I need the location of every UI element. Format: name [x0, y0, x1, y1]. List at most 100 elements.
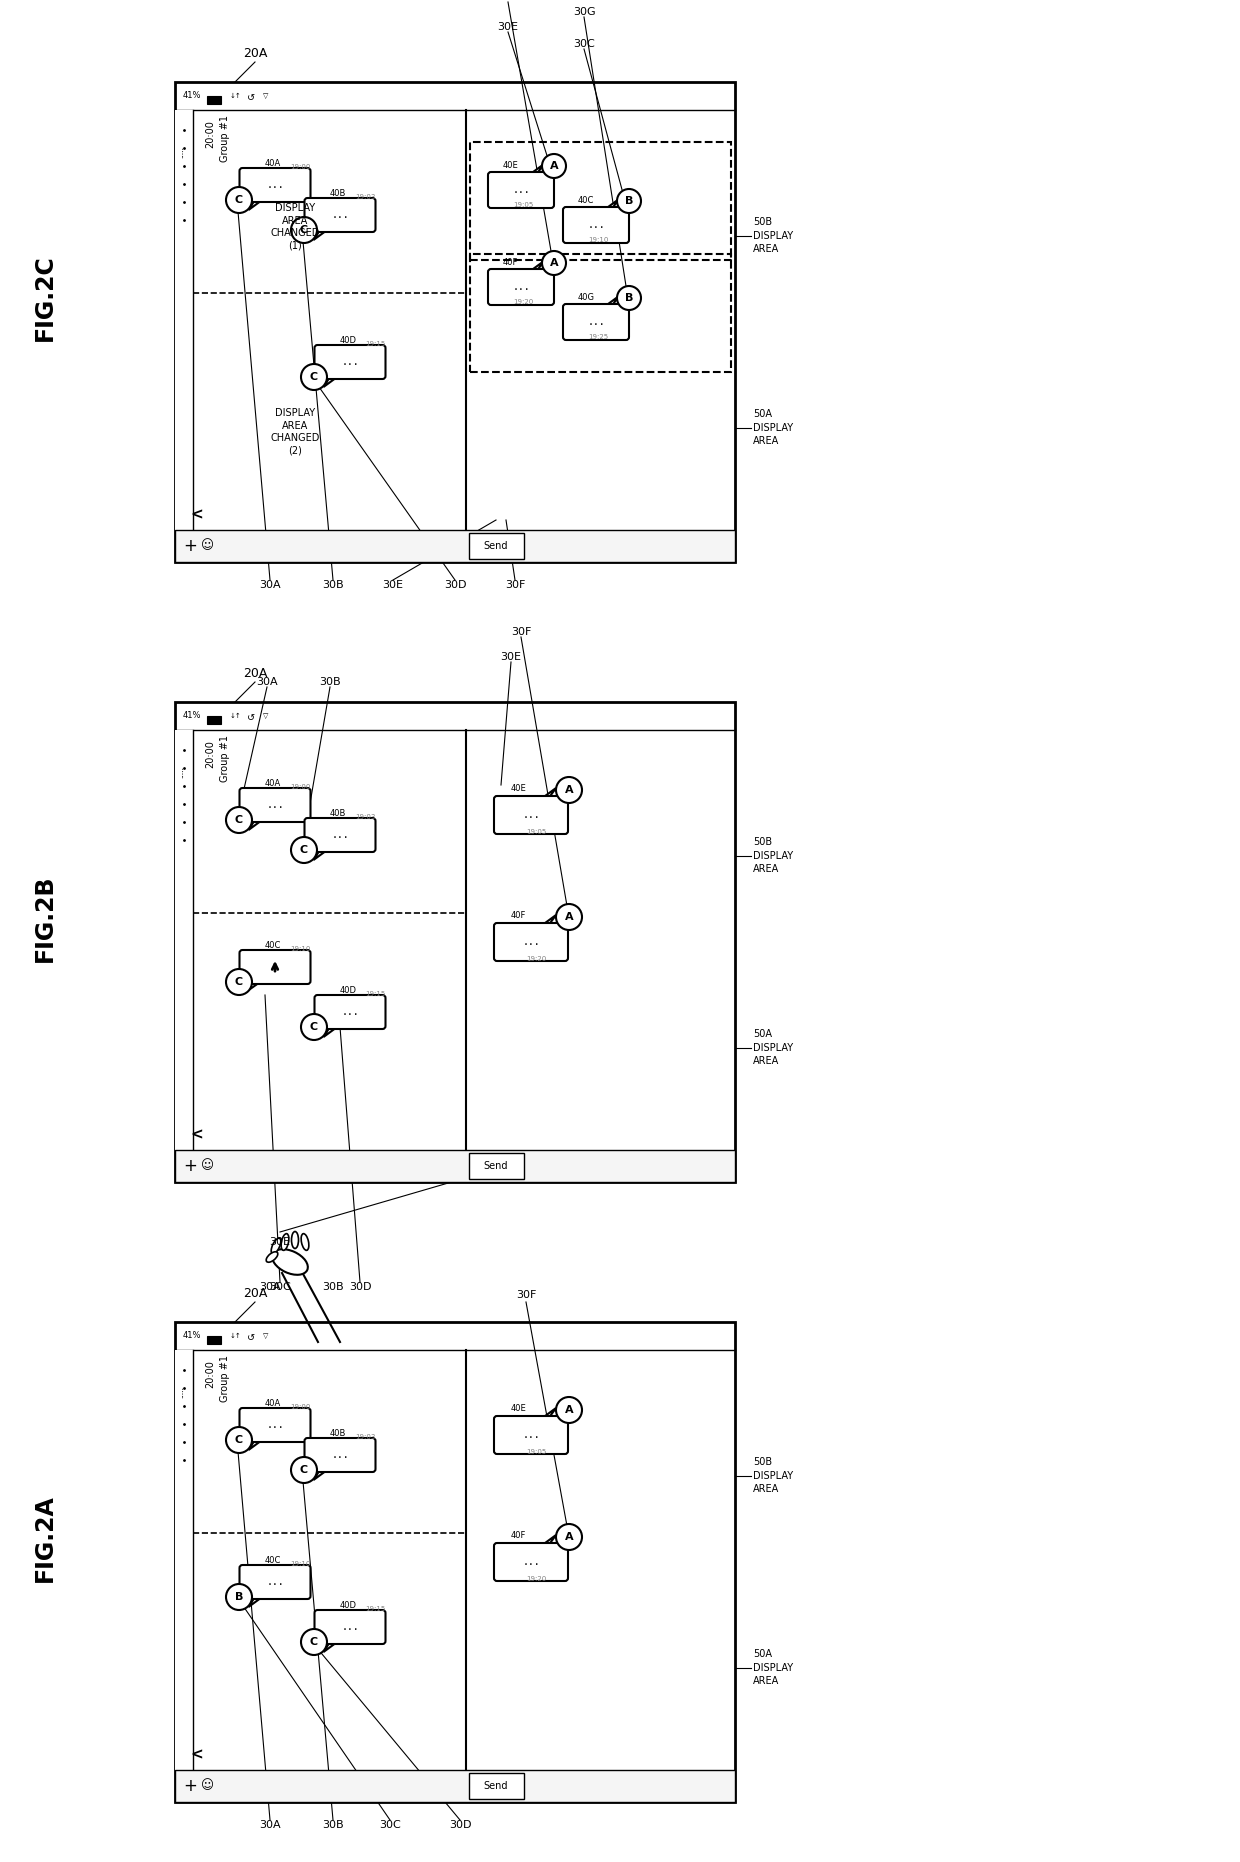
- Text: ☺: ☺: [201, 540, 215, 553]
- Circle shape: [556, 776, 582, 803]
- Text: Group #1: Group #1: [219, 1356, 229, 1402]
- Text: ...: ...: [588, 317, 605, 328]
- Circle shape: [301, 1629, 327, 1655]
- Text: •••••: •••••: [182, 1385, 186, 1398]
- Text: 50A
DISPLAY
AREA: 50A DISPLAY AREA: [753, 410, 794, 445]
- Text: ...: ...: [267, 181, 284, 190]
- Text: 30F: 30F: [505, 579, 526, 590]
- Text: 20A: 20A: [243, 47, 267, 60]
- Circle shape: [291, 838, 317, 862]
- Text: ...: ...: [588, 220, 605, 231]
- Bar: [175, 82, 735, 562]
- Polygon shape: [324, 1640, 339, 1652]
- Text: 30D: 30D: [449, 1819, 471, 1830]
- Polygon shape: [604, 199, 619, 210]
- Text: 20A: 20A: [243, 667, 267, 680]
- Text: 40C: 40C: [578, 196, 594, 205]
- Text: 40G: 40G: [578, 292, 595, 302]
- Text: +: +: [184, 1156, 197, 1175]
- Polygon shape: [541, 788, 556, 799]
- Text: C: C: [234, 196, 243, 205]
- Text: C: C: [310, 1637, 319, 1648]
- Text: 19:05: 19:05: [526, 1449, 547, 1454]
- Text: A: A: [564, 1406, 573, 1415]
- FancyBboxPatch shape: [494, 795, 568, 834]
- Text: A: A: [564, 786, 573, 795]
- Text: ...: ...: [341, 358, 358, 367]
- Polygon shape: [529, 261, 544, 272]
- Bar: [175, 1151, 735, 1182]
- Text: C: C: [234, 1436, 243, 1445]
- Text: ↺: ↺: [247, 93, 255, 102]
- Text: 40D: 40D: [340, 335, 357, 344]
- Text: ...: ...: [522, 1430, 539, 1439]
- Text: Group #1: Group #1: [219, 115, 229, 162]
- Text: 50A
DISPLAY
AREA: 50A DISPLAY AREA: [753, 1650, 794, 1685]
- Text: 19:20: 19:20: [513, 300, 533, 305]
- Text: 30F: 30F: [516, 1290, 536, 1300]
- Text: ...: ...: [331, 830, 348, 840]
- Circle shape: [618, 287, 641, 309]
- Bar: [469, 533, 525, 559]
- Circle shape: [291, 1456, 317, 1482]
- Text: 40A: 40A: [265, 158, 281, 168]
- Text: 30G: 30G: [573, 7, 595, 17]
- Bar: [175, 110, 193, 531]
- Bar: [175, 1771, 735, 1802]
- Text: Group #1: Group #1: [219, 735, 229, 782]
- Text: 19:20: 19:20: [526, 955, 547, 963]
- Polygon shape: [248, 199, 263, 210]
- Text: 40B: 40B: [330, 190, 346, 197]
- Text: 19:03: 19:03: [355, 1434, 376, 1439]
- Circle shape: [226, 1585, 252, 1611]
- Text: A: A: [564, 912, 573, 922]
- Circle shape: [226, 806, 252, 832]
- Text: Send: Send: [484, 1780, 508, 1791]
- Text: B: B: [625, 292, 634, 304]
- Polygon shape: [248, 1439, 263, 1450]
- Text: Send: Send: [484, 1162, 508, 1171]
- Text: 40C: 40C: [265, 940, 281, 950]
- Text: +: +: [184, 536, 197, 555]
- Text: ↓↑: ↓↑: [229, 713, 242, 719]
- Bar: [207, 1337, 221, 1344]
- Text: C: C: [310, 1022, 319, 1032]
- Polygon shape: [314, 229, 329, 240]
- FancyBboxPatch shape: [563, 207, 629, 244]
- Ellipse shape: [281, 1235, 289, 1251]
- Text: 30C: 30C: [269, 1283, 291, 1292]
- Text: ...: ...: [267, 801, 284, 810]
- FancyBboxPatch shape: [315, 1611, 386, 1644]
- Ellipse shape: [272, 1249, 308, 1275]
- Text: C: C: [234, 978, 243, 987]
- FancyBboxPatch shape: [494, 1544, 568, 1581]
- Text: 19:00: 19:00: [290, 1404, 310, 1410]
- Circle shape: [556, 903, 582, 929]
- Text: ↓↑: ↓↑: [229, 93, 242, 99]
- Circle shape: [542, 155, 565, 179]
- Text: 40A: 40A: [265, 778, 281, 788]
- Text: ...: ...: [341, 1007, 358, 1017]
- Text: 30C: 30C: [379, 1819, 401, 1830]
- Polygon shape: [541, 914, 556, 925]
- Text: 19:05: 19:05: [526, 829, 547, 834]
- Text: 41%: 41%: [184, 91, 201, 101]
- Text: 30A: 30A: [259, 579, 280, 590]
- FancyBboxPatch shape: [494, 1415, 568, 1454]
- Text: 40B: 40B: [330, 808, 346, 817]
- Polygon shape: [248, 819, 263, 830]
- Text: 19:03: 19:03: [355, 814, 376, 819]
- Text: 50B
DISPLAY
AREA: 50B DISPLAY AREA: [753, 1458, 794, 1493]
- Text: ...: ...: [522, 937, 539, 948]
- Bar: [175, 531, 735, 562]
- Bar: [469, 1773, 525, 1799]
- Text: 30F: 30F: [497, 0, 518, 2]
- Text: A: A: [549, 259, 558, 268]
- Text: 30B: 30B: [322, 579, 343, 590]
- Bar: [469, 1153, 525, 1179]
- FancyBboxPatch shape: [563, 304, 629, 341]
- Text: 19:15: 19:15: [365, 1607, 386, 1612]
- Polygon shape: [324, 1026, 339, 1037]
- FancyBboxPatch shape: [305, 197, 376, 233]
- Text: 19:10: 19:10: [588, 236, 609, 244]
